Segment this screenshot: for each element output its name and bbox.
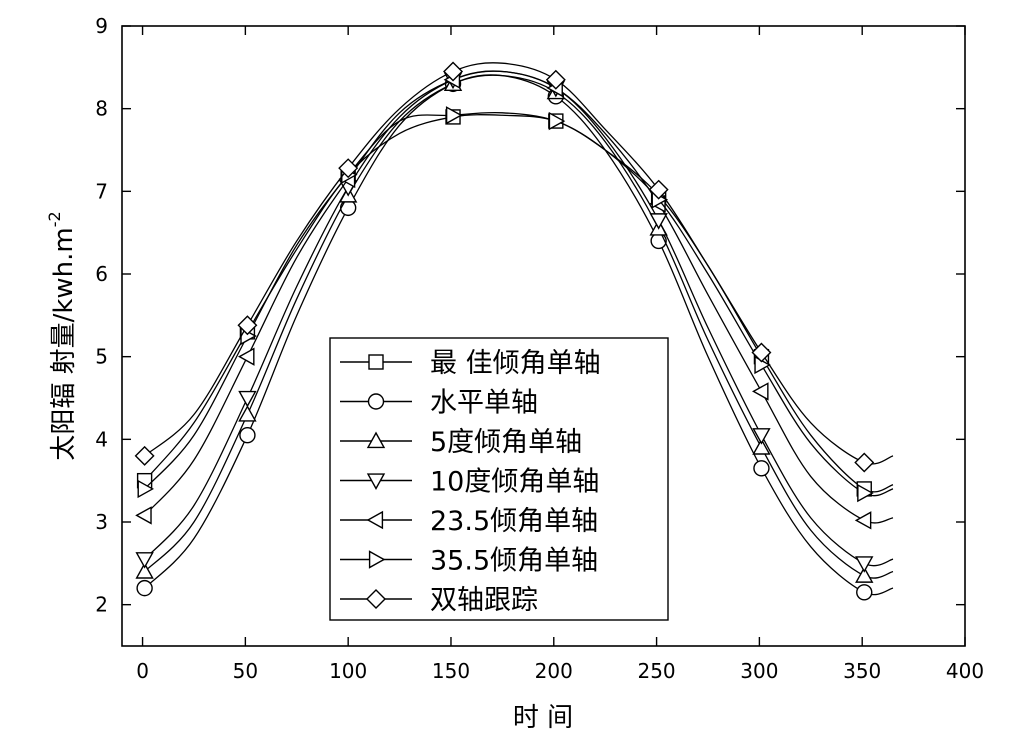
data-point [857, 483, 874, 503]
y-axis-label: 太阳辐 射量/kwh.m [49, 227, 79, 460]
x-axis-label: 时 间 [513, 703, 573, 733]
x-tick-label: 0 [136, 659, 149, 683]
data-point [445, 106, 463, 125]
legend-label: 水平单轴 [430, 388, 538, 419]
legend-marker [366, 431, 386, 449]
data-point [753, 460, 770, 477]
x-tick-label: 200 [535, 659, 573, 683]
x-tick-label: 300 [740, 659, 778, 683]
legend-label: 最 佳倾角单轴 [430, 348, 601, 379]
legend-item: 5度倾角单轴 [340, 427, 582, 458]
data-point [134, 445, 155, 466]
data-point [545, 69, 566, 90]
legend-marker [366, 473, 386, 490]
y-tick-label: 9 [95, 14, 108, 38]
data-point [649, 213, 668, 230]
legend-label: 10度倾角单轴 [430, 467, 599, 498]
data-point [856, 584, 873, 601]
data-point [648, 179, 669, 200]
y-tick-label: 4 [95, 427, 108, 451]
x-tick-label: 50 [233, 659, 258, 683]
svg-text:太阳辐 射量/kwh.m-2: 太阳辐 射量/kwh.m-2 [45, 211, 79, 460]
series-6 [134, 61, 894, 473]
legend-label: 5度倾角单轴 [430, 427, 582, 458]
data-point [548, 111, 566, 131]
x-tick-label: 100 [329, 659, 367, 683]
legend-box [329, 337, 669, 621]
data-point [238, 405, 257, 422]
y-tick-label: 3 [95, 510, 108, 534]
series-line [144, 74, 894, 596]
data-point [752, 438, 771, 455]
series-line [144, 111, 894, 497]
data-point [137, 479, 155, 499]
data-point [650, 232, 667, 250]
y-axis-label-group: 太阳辐 射量/kwh.m-2 [45, 211, 79, 460]
x-tick-label: 400 [946, 659, 984, 683]
x-tick-label: 350 [843, 659, 881, 683]
data-point [135, 506, 152, 525]
data-point [855, 556, 874, 573]
data-point [135, 552, 154, 569]
y-axis-label-superscript: -2 [45, 211, 64, 227]
data-point [443, 61, 464, 82]
y-tick-label: 2 [95, 593, 108, 617]
legend-item: 35.5倾角单轴 [340, 546, 598, 577]
legend-label: 双轴跟踪 [430, 585, 538, 616]
legend-marker [368, 354, 384, 370]
legend-marker [368, 550, 386, 569]
legend-item: 双轴跟踪 [340, 585, 538, 616]
y-tick-label: 5 [95, 345, 108, 369]
data-point [136, 579, 153, 597]
data-point [752, 382, 769, 401]
data-point [855, 566, 874, 583]
data-point [854, 452, 875, 473]
data-point [237, 315, 258, 336]
legend-label: 23.5倾角单轴 [430, 506, 598, 537]
x-tick-label: 150 [432, 659, 470, 683]
legend-marker [367, 393, 385, 410]
data-point [237, 347, 255, 366]
legend-marker [366, 589, 386, 609]
legend-item: 10度倾角单轴 [340, 467, 599, 498]
series-layer [134, 61, 894, 601]
legend-item: 水平单轴 [340, 388, 538, 419]
series-line [144, 70, 894, 524]
x-tick-label: 250 [637, 659, 675, 683]
legend-marker [366, 510, 384, 530]
data-point [135, 562, 154, 579]
data-point [339, 199, 357, 217]
y-tick-label: 7 [95, 179, 108, 203]
data-point [854, 511, 872, 530]
axis-ticks: 0 50 100 150 200 250 300 350 400 2 3 4 5 6 7 8 9 [95, 14, 984, 683]
data-point [238, 390, 257, 408]
legend-item: 最 佳倾角单轴 [340, 348, 601, 379]
data-point [751, 342, 772, 363]
data-point [752, 428, 771, 445]
series-line [144, 74, 894, 579]
y-tick-label: 8 [95, 97, 108, 121]
y-tick-label: 6 [95, 262, 108, 286]
legend-label: 35.5倾角单轴 [430, 546, 598, 577]
data-point [239, 427, 256, 444]
series-line [144, 62, 894, 465]
data-point [338, 158, 359, 179]
legend-item: 23.5倾角单轴 [340, 506, 598, 537]
